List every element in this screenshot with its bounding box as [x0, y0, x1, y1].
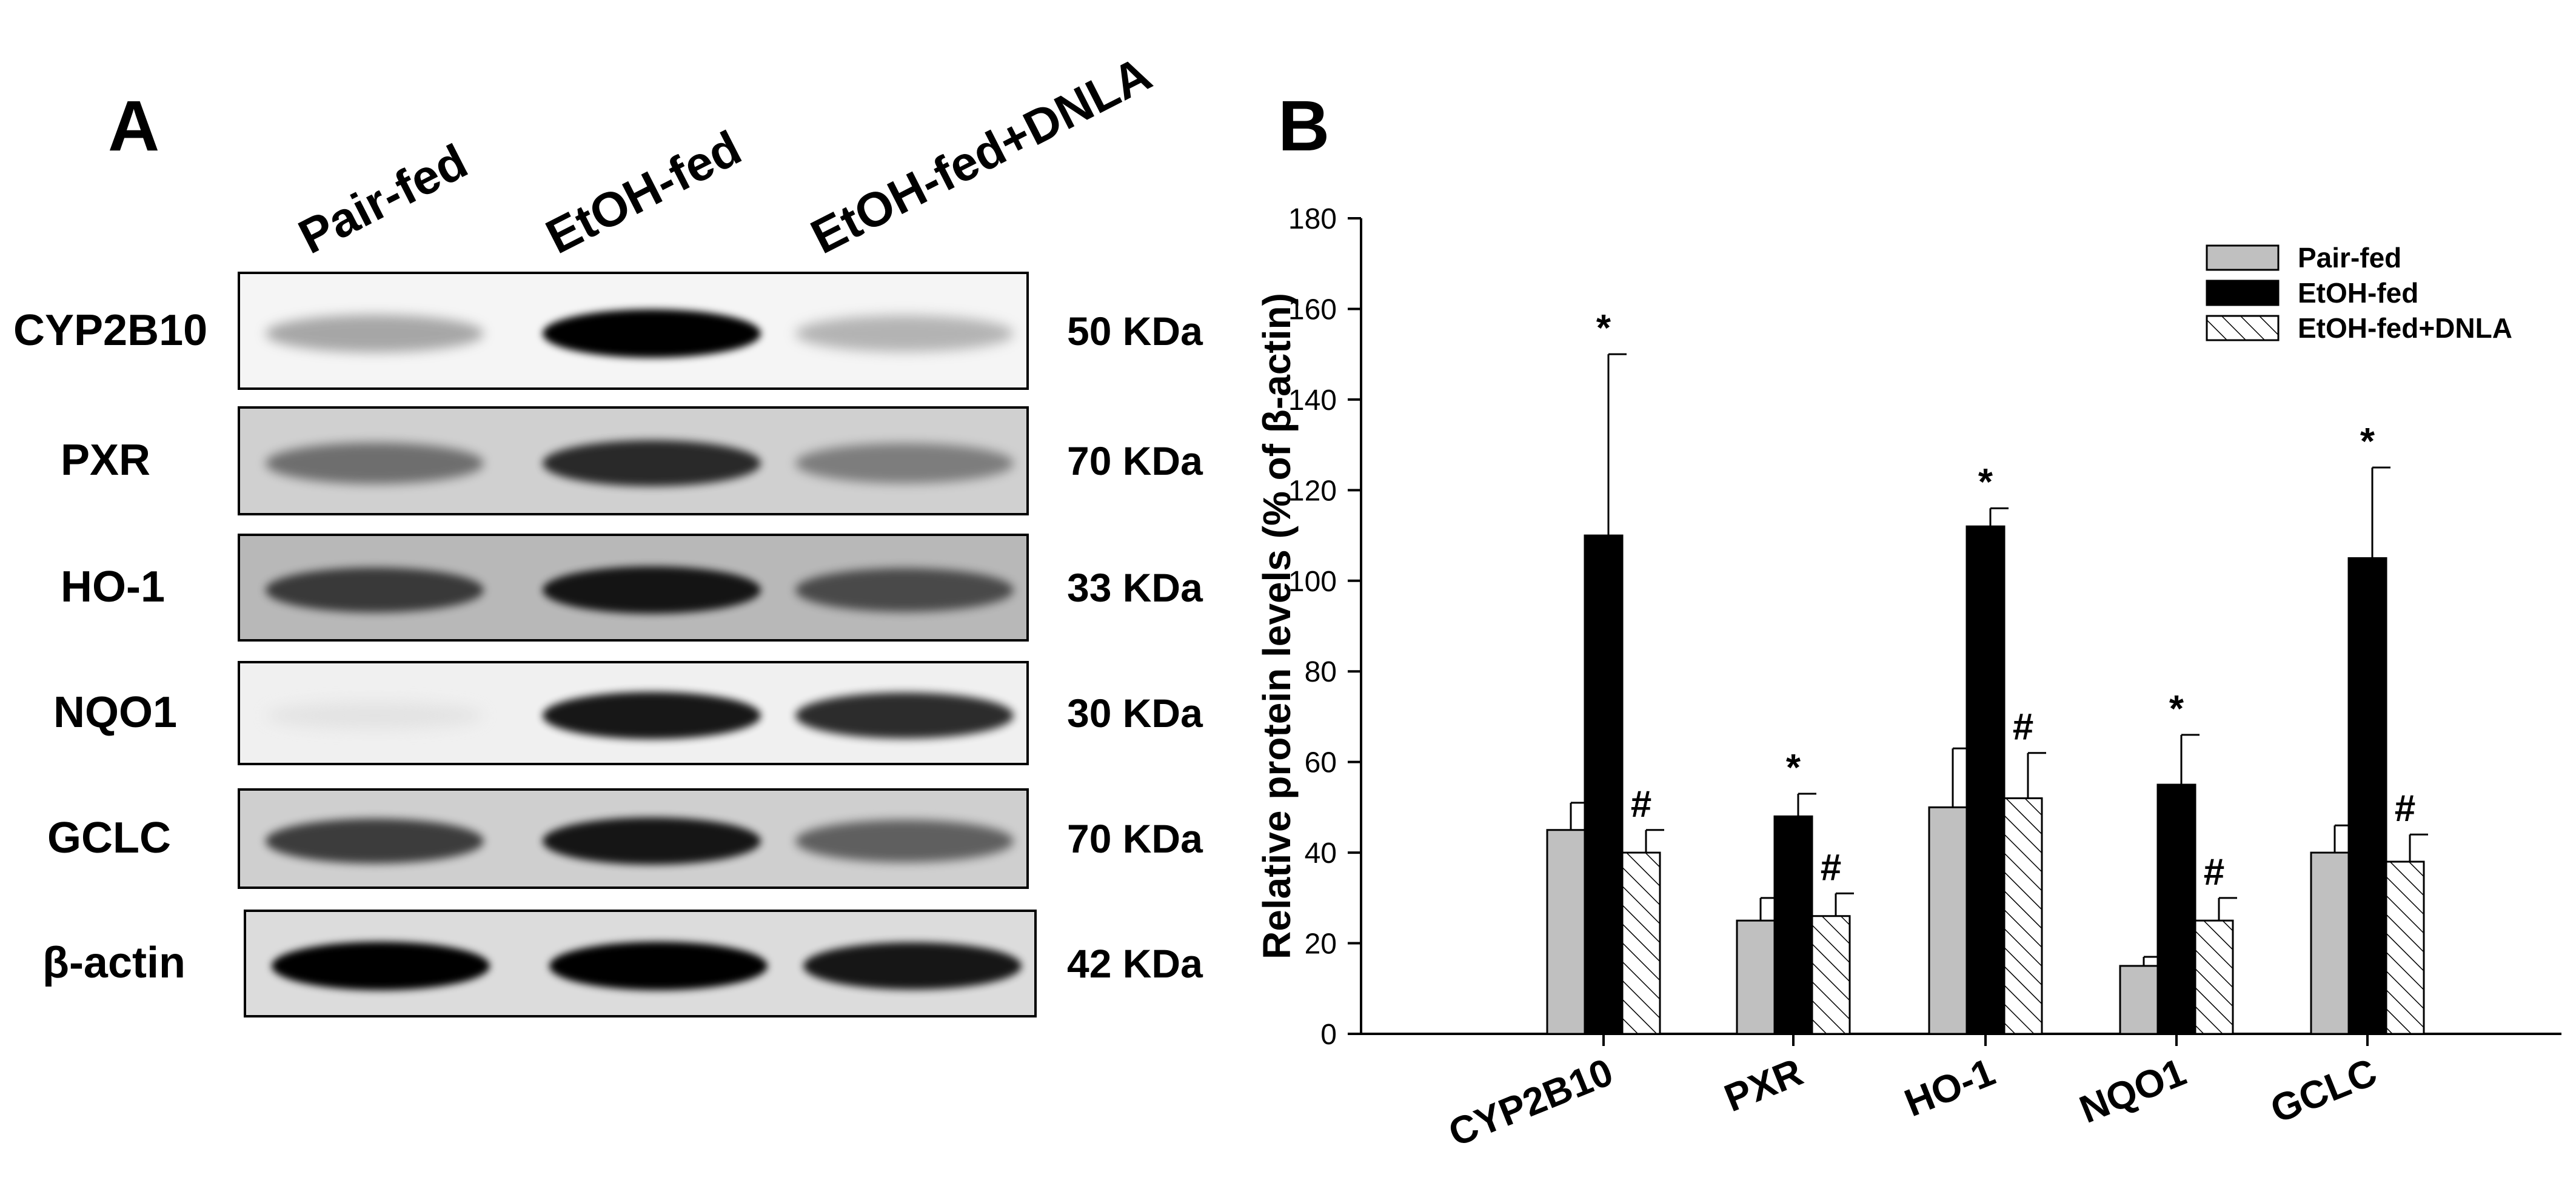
- y-axis-title: Relative protein levels (% of β-actin): [1255, 293, 1299, 959]
- legend-label: EtOH-fed+DNLA: [2298, 312, 2512, 344]
- protein-band: [265, 443, 484, 484]
- blot-image: [244, 910, 1037, 1017]
- y-tick-label: 120: [1288, 475, 1337, 507]
- panel-b-letter: B: [1278, 86, 1330, 166]
- bar: [1621, 851, 1661, 1035]
- significance-mark: *: [1786, 747, 1801, 789]
- significance-mark: #: [2204, 851, 2224, 893]
- protein-band: [272, 942, 490, 990]
- protein-band: [265, 314, 484, 352]
- y-tick-label: 60: [1305, 747, 1337, 779]
- x-tick-label: GCLC: [2264, 1050, 2383, 1131]
- bar: [1736, 919, 1776, 1035]
- panel-a-letter: A: [108, 86, 160, 166]
- protein-band: [795, 568, 1014, 612]
- blot-label: NQO1: [53, 688, 178, 737]
- y-tick-label: 0: [1320, 1019, 1337, 1051]
- protein-band: [549, 942, 768, 990]
- bar: [2310, 851, 2350, 1035]
- bar: [1811, 915, 1851, 1035]
- y-tick-label: 160: [1288, 293, 1337, 326]
- blot-image: [238, 788, 1029, 889]
- molecular-weight-label: 42 KDa: [1067, 941, 1203, 986]
- protein-band: [542, 440, 761, 486]
- y-tick-label: 80: [1305, 656, 1337, 688]
- legend-swatch: [2206, 315, 2280, 341]
- blot-label: β-actin: [42, 939, 186, 987]
- protein-band: [803, 942, 1022, 990]
- protein-band: [542, 566, 761, 614]
- bar: [1965, 525, 2006, 1035]
- y-tick-label: 20: [1305, 928, 1337, 960]
- legend-swatch: [2206, 280, 2280, 306]
- molecular-weight-label: 50 KDa: [1067, 308, 1203, 354]
- molecular-weight-label: 70 KDa: [1067, 816, 1203, 861]
- y-tick-label: 40: [1305, 837, 1337, 870]
- blot-image: [238, 534, 1029, 642]
- protein-band: [795, 315, 1014, 352]
- blot-image: [238, 661, 1029, 765]
- blot-image: [238, 272, 1029, 390]
- protein-band: [542, 692, 761, 739]
- protein-band: [542, 309, 761, 358]
- x-tick-label: PXR: [1718, 1050, 1808, 1120]
- protein-band: [795, 820, 1014, 862]
- y-tick-label: 180: [1288, 203, 1337, 235]
- bar: [2194, 919, 2234, 1035]
- bar: [2347, 557, 2387, 1035]
- bar: [1773, 815, 1813, 1035]
- y-tick-label: 100: [1288, 566, 1337, 598]
- legend-swatch: [2206, 244, 2280, 271]
- y-tick-label: 140: [1288, 384, 1337, 417]
- legend-label: EtOH-fed: [2298, 277, 2418, 309]
- protein-band: [795, 443, 1014, 483]
- significance-mark: #: [2013, 706, 2033, 748]
- molecular-weight-label: 30 KDa: [1067, 691, 1203, 736]
- bar: [2003, 797, 2043, 1035]
- x-tick-label: CYP2B10: [1442, 1050, 1619, 1155]
- protein-band: [542, 817, 761, 865]
- legend-label: Pair-fed: [2298, 242, 2401, 273]
- bar: [1546, 829, 1586, 1035]
- protein-band: [265, 702, 484, 729]
- blot-label: CYP2B10: [13, 306, 208, 355]
- molecular-weight-label: 33 KDa: [1067, 565, 1203, 610]
- significance-mark: #: [1821, 846, 1841, 888]
- blot-label: GCLC: [47, 814, 171, 862]
- x-tick-label: HO-1: [1899, 1050, 2001, 1125]
- blot-image: [238, 406, 1029, 515]
- protein-band: [795, 692, 1014, 739]
- bar: [1928, 806, 1968, 1035]
- x-tick-label: NQO1: [2073, 1050, 2192, 1131]
- molecular-weight-label: 70 KDa: [1067, 438, 1203, 483]
- significance-mark: #: [1631, 783, 1651, 825]
- blot-label: PXR: [61, 436, 151, 484]
- blot-label: HO-1: [61, 563, 166, 611]
- protein-band: [265, 568, 484, 612]
- significance-mark: *: [1596, 307, 1611, 349]
- bar: [1584, 534, 1624, 1035]
- significance-mark: *: [2360, 421, 2375, 463]
- protein-band: [265, 819, 484, 863]
- bar: [2119, 965, 2159, 1035]
- significance-mark: *: [2169, 688, 2184, 730]
- significance-mark: #: [2395, 788, 2415, 830]
- significance-mark: *: [1978, 461, 1993, 503]
- bar: [2156, 783, 2196, 1035]
- bar: [2385, 860, 2425, 1035]
